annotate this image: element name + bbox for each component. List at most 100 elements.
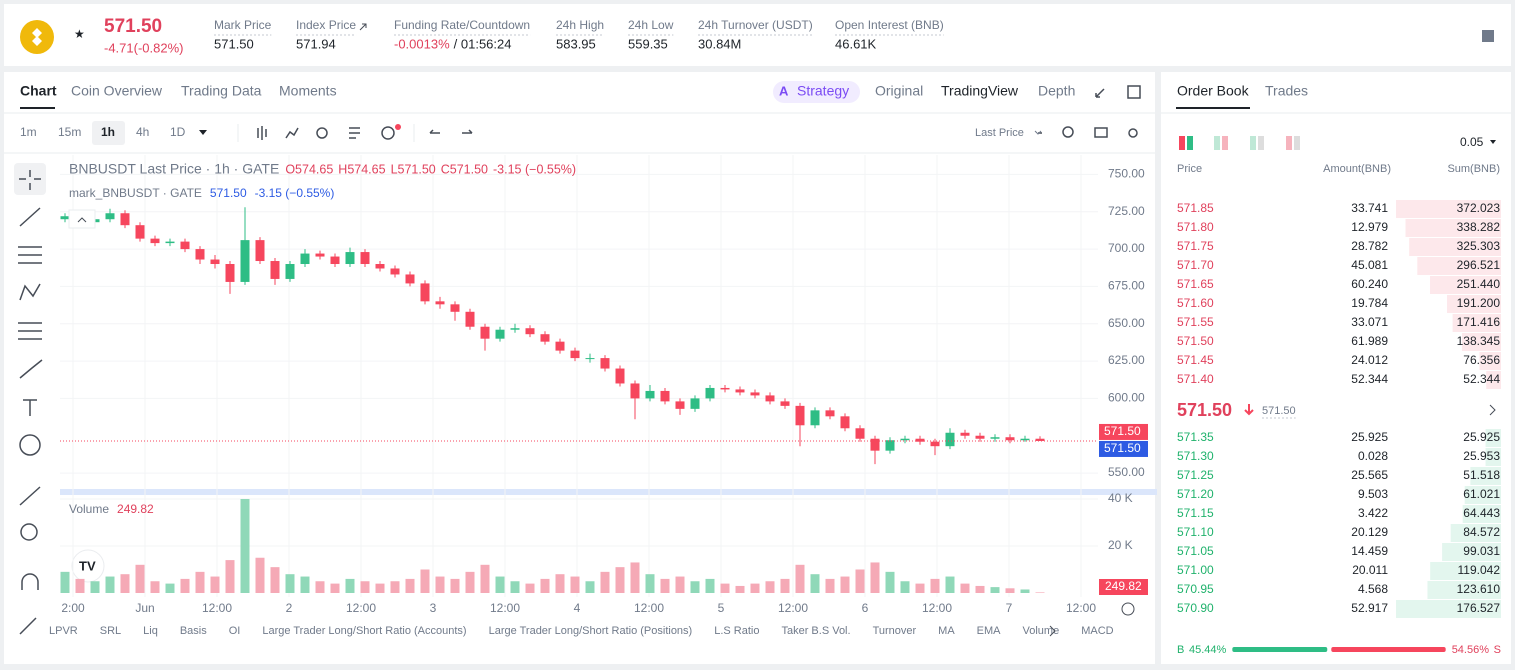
stat-label: Index Price bbox=[296, 18, 356, 32]
book-layout-icons[interactable] bbox=[1179, 136, 1300, 150]
volume-bar bbox=[885, 571, 895, 593]
depth-bar bbox=[1479, 352, 1501, 370]
candle-body bbox=[780, 401, 790, 406]
y-tick-label: 700.00 bbox=[1108, 241, 1145, 255]
volume-bar bbox=[945, 576, 955, 593]
book-tab[interactable]: Trades bbox=[1265, 83, 1308, 99]
candle-body bbox=[885, 440, 895, 451]
drawing-tools[interactable] bbox=[14, 163, 46, 635]
volume-bar bbox=[255, 557, 265, 593]
interval[interactable]: 1m bbox=[20, 125, 37, 139]
book-price: 571.15 bbox=[1177, 506, 1214, 520]
favorite-star[interactable]: ★ bbox=[74, 27, 85, 41]
volume-tag-text: 249.82 bbox=[1105, 579, 1142, 593]
interval[interactable]: 4h bbox=[136, 125, 149, 139]
indicator-tab[interactable]: LPVR bbox=[49, 625, 78, 637]
chevron[interactable] bbox=[1489, 404, 1496, 416]
scroll-right[interactable] bbox=[1049, 625, 1056, 637]
y-tick-label: 600.00 bbox=[1108, 391, 1145, 405]
indicator-tab[interactable]: L.S Ratio bbox=[714, 625, 759, 637]
candle-body bbox=[60, 216, 70, 220]
book-price: 571.05 bbox=[1177, 544, 1214, 558]
stat-label: 24h Low bbox=[628, 18, 674, 32]
indicator-tab[interactable]: Liq bbox=[143, 625, 158, 637]
depth-bar bbox=[1409, 238, 1501, 256]
volume-bar bbox=[555, 574, 565, 593]
price-change: -4.71(-0.82%) bbox=[104, 40, 183, 55]
indicator-tab[interactable]: Taker B.S Vol. bbox=[781, 625, 850, 637]
candle-body bbox=[960, 432, 970, 436]
volume-bar bbox=[570, 576, 580, 593]
dropdown-arrow[interactable] bbox=[199, 130, 207, 135]
book-amount: 3.422 bbox=[1358, 506, 1388, 520]
collapse-button[interactable] bbox=[68, 209, 96, 229]
indicator-tab[interactable]: Turnover bbox=[873, 625, 917, 637]
strategy-glyph: A bbox=[779, 83, 789, 98]
tab[interactable]: Coin Overview bbox=[71, 83, 163, 99]
interval[interactable]: 1h bbox=[101, 125, 115, 139]
tab[interactable]: Trading Data bbox=[181, 83, 262, 99]
x-tick-label: 12:00 bbox=[346, 601, 376, 615]
candle-body bbox=[915, 438, 925, 442]
sell-ratio: 54.56% bbox=[1452, 644, 1490, 656]
dropdown-arrow[interactable] bbox=[1490, 140, 1496, 144]
indicator-tab[interactable]: MA bbox=[938, 625, 955, 637]
candle-body bbox=[795, 405, 805, 426]
volume-bar bbox=[540, 578, 550, 593]
book-sum: 191.200 bbox=[1457, 296, 1501, 310]
volume-bar bbox=[165, 583, 175, 593]
settings-icon[interactable] bbox=[1482, 30, 1494, 42]
depth-bar bbox=[1462, 505, 1501, 523]
volume-tick-label: 40 K bbox=[1108, 491, 1133, 505]
volume-bar bbox=[240, 498, 250, 593]
indicator-tab[interactable]: Large Trader Long/Short Ratio (Positions… bbox=[489, 625, 693, 637]
depth-bar bbox=[1470, 467, 1501, 485]
candle-body bbox=[210, 259, 220, 265]
tick-size[interactable]: 0.05 bbox=[1460, 135, 1484, 149]
tab[interactable]: Moments bbox=[279, 83, 337, 99]
book-amount: 12.979 bbox=[1351, 220, 1388, 234]
interval[interactable]: 1D bbox=[170, 125, 186, 139]
tab[interactable]: Chart bbox=[20, 83, 57, 99]
indicator-tab[interactable]: MACD bbox=[1081, 625, 1113, 637]
indicator-tab[interactable]: SRL bbox=[100, 625, 121, 637]
price-source[interactable]: Last Price bbox=[975, 127, 1024, 139]
chart-view[interactable]: TradingView bbox=[941, 83, 1019, 99]
legend-ohlc: O574.65 bbox=[285, 162, 333, 176]
volume-bar bbox=[900, 581, 910, 593]
volume-bar bbox=[765, 581, 775, 593]
candle-body bbox=[450, 304, 460, 312]
volume-bar bbox=[600, 571, 610, 593]
indicator-tab[interactable]: Volume bbox=[1023, 625, 1060, 637]
legend-ohlc: -3.15 (−0.55%) bbox=[493, 162, 576, 176]
book-sum: 296.521 bbox=[1457, 258, 1501, 272]
axis-settings[interactable] bbox=[1121, 602, 1135, 616]
indicator-tab[interactable]: Basis bbox=[180, 625, 207, 637]
book-amount: 24.012 bbox=[1351, 353, 1388, 367]
book-mark: 571.50 bbox=[1262, 405, 1296, 417]
volume-bar bbox=[585, 581, 595, 593]
indicator-tab[interactable]: Large Trader Long/Short Ratio (Accounts) bbox=[262, 625, 466, 637]
indicator-tab[interactable]: EMA bbox=[977, 625, 1002, 637]
y-tick-label: 750.00 bbox=[1108, 167, 1145, 181]
book-amount: 25.565 bbox=[1351, 468, 1388, 482]
book-price: 571.80 bbox=[1177, 220, 1214, 234]
volume-bar bbox=[420, 569, 430, 593]
indicator-tab[interactable]: OI bbox=[229, 625, 241, 637]
candle-body bbox=[930, 441, 940, 447]
book-column: Sum(BNB) bbox=[1447, 163, 1500, 175]
x-tick-label: 2 bbox=[286, 601, 293, 615]
book-price: 571.45 bbox=[1177, 353, 1214, 367]
candle-body bbox=[390, 268, 400, 275]
book-tab[interactable]: Order Book bbox=[1177, 83, 1250, 99]
chart-view[interactable]: Depth bbox=[1038, 83, 1075, 99]
chart-view[interactable]: Strategy bbox=[797, 83, 849, 99]
chart-view[interactable]: Original bbox=[875, 83, 923, 99]
volume-bar bbox=[915, 583, 925, 593]
book-amount: 52.917 bbox=[1351, 601, 1388, 615]
strategy-pill[interactable] bbox=[773, 81, 860, 103]
volume-bar bbox=[750, 583, 760, 593]
candle-body bbox=[345, 252, 355, 265]
interval[interactable]: 15m bbox=[58, 125, 81, 139]
book-sum: 176.527 bbox=[1457, 601, 1501, 615]
